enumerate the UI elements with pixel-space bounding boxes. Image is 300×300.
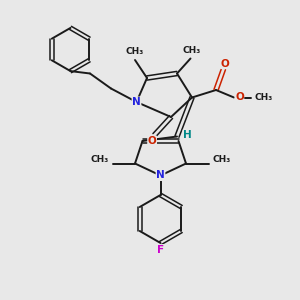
Text: N: N — [132, 97, 141, 107]
Text: O: O — [235, 92, 244, 103]
Text: F: F — [157, 244, 164, 255]
Text: H: H — [183, 130, 192, 140]
Text: CH₃: CH₃ — [91, 155, 109, 164]
Text: N: N — [156, 170, 165, 181]
Text: CH₃: CH₃ — [126, 47, 144, 56]
Text: O: O — [148, 136, 157, 146]
Text: CH₃: CH₃ — [254, 93, 272, 102]
Text: O: O — [220, 58, 230, 69]
Text: CH₃: CH₃ — [183, 46, 201, 55]
Text: CH₃: CH₃ — [212, 155, 230, 164]
